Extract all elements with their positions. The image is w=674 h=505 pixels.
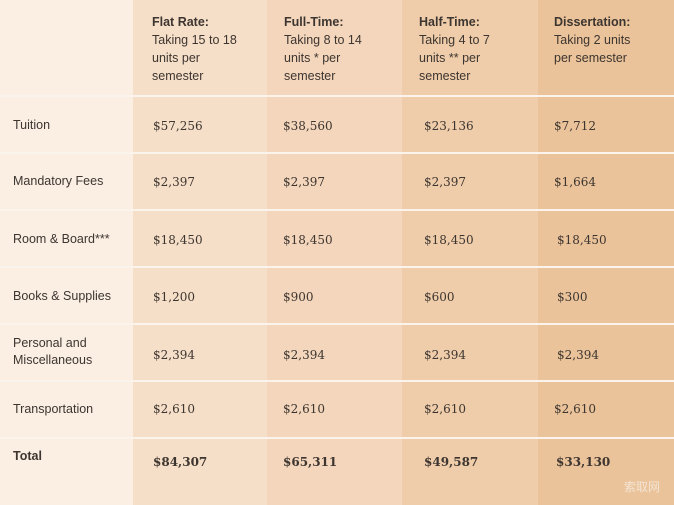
header-subtitle: Taking 2 units per semester: [554, 33, 631, 65]
watermark: 索取网: [623, 480, 660, 494]
dissertation-column-bg: [538, 0, 674, 505]
row-divider: [0, 437, 674, 439]
header-flat-rate: Flat Rate: Taking 15 to 18 units per sem…: [152, 13, 237, 85]
cell-value: $2,610: [424, 402, 466, 416]
row-label-transportation: Transportation: [13, 402, 94, 416]
cell-value: $1,200: [153, 290, 195, 304]
cell-value: $2,397: [283, 175, 325, 189]
half-time-column-bg: [402, 0, 538, 505]
cell-value: $2,394: [283, 348, 325, 362]
row-divider: [0, 266, 674, 268]
row-divider: [0, 380, 674, 382]
cell-value: $23,136: [424, 119, 474, 133]
row-label-tuition: Tuition: [13, 118, 51, 132]
flat-rate-column-bg: [133, 0, 267, 505]
full-time-column-bg: [267, 0, 402, 505]
cell-value: $38,560: [283, 119, 333, 133]
cell-value: $57,256: [153, 119, 203, 133]
cell-value: $2,394: [424, 348, 466, 362]
header-half-time: Half-Time: Taking 4 to 7 units ** per se…: [419, 13, 490, 85]
header-full-time: Full-Time: Taking 8 to 14 units * per se…: [284, 13, 362, 85]
cell-value: $2,397: [153, 175, 195, 189]
row-label-books-supplies: Books & Supplies: [13, 289, 111, 303]
row-label-room-board: Room & Board***: [13, 232, 110, 246]
row-divider: [0, 95, 674, 97]
row-label-total: Total: [13, 449, 42, 463]
cell-value: $2,610: [283, 402, 325, 416]
row-divider: [0, 323, 674, 325]
header-subtitle: Taking 15 to 18 units per semester: [152, 33, 237, 83]
total-value: $84,307: [153, 455, 208, 469]
header-title: Dissertation:: [554, 15, 631, 29]
cell-value: $7,712: [554, 119, 596, 133]
cell-value: $2,610: [554, 402, 596, 416]
row-label-mandatory-fees: Mandatory Fees: [13, 174, 104, 188]
cell-value: $2,394: [153, 348, 195, 362]
row-divider: [0, 152, 674, 154]
header-dissertation: Dissertation: Taking 2 units per semeste…: [554, 13, 630, 67]
header-title: Flat Rate:: [152, 15, 209, 29]
row-label-personal-misc: Personal and Miscellaneous: [13, 336, 93, 367]
cell-value: $18,450: [283, 233, 333, 247]
cell-value: $2,394: [557, 348, 599, 362]
header-title: Half-Time:: [419, 15, 480, 29]
cell-value: $300: [557, 290, 588, 304]
cell-value: $18,450: [153, 233, 203, 247]
cell-value: $2,397: [424, 175, 466, 189]
row-divider: [0, 209, 674, 211]
total-value: $33,130: [556, 455, 611, 469]
cell-value: $1,664: [554, 175, 596, 189]
total-value: $65,311: [283, 455, 338, 469]
cell-value: $18,450: [424, 233, 474, 247]
total-value: $49,587: [424, 455, 479, 469]
cell-value: $18,450: [557, 233, 607, 247]
header-title: Full-Time:: [284, 15, 344, 29]
cell-value: $2,610: [153, 402, 195, 416]
header-subtitle: Taking 4 to 7 units ** per semester: [419, 33, 490, 83]
cell-value: $900: [283, 290, 314, 304]
header-subtitle: Taking 8 to 14 units * per semester: [284, 33, 362, 83]
cell-value: $600: [424, 290, 455, 304]
label-column-bg: [0, 0, 133, 505]
